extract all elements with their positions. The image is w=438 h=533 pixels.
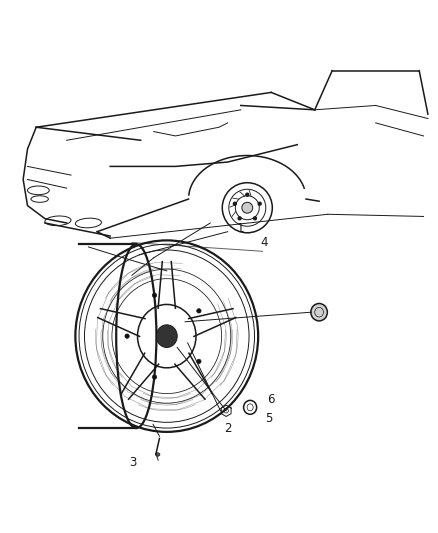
Text: 5: 5	[265, 411, 273, 425]
Ellipse shape	[197, 359, 201, 364]
Text: 6: 6	[268, 393, 275, 406]
Text: 1: 1	[237, 222, 244, 235]
Ellipse shape	[197, 309, 201, 313]
Text: 2: 2	[225, 422, 232, 435]
Ellipse shape	[311, 303, 327, 321]
Circle shape	[253, 216, 257, 221]
Ellipse shape	[152, 293, 157, 297]
Ellipse shape	[156, 325, 177, 348]
Text: 3: 3	[130, 456, 137, 469]
Ellipse shape	[152, 375, 157, 379]
Circle shape	[237, 216, 242, 221]
Ellipse shape	[155, 453, 160, 456]
Ellipse shape	[125, 334, 129, 338]
Circle shape	[258, 201, 262, 206]
Ellipse shape	[242, 203, 253, 213]
Text: 4: 4	[260, 236, 268, 249]
Circle shape	[233, 201, 237, 206]
Circle shape	[245, 192, 250, 197]
